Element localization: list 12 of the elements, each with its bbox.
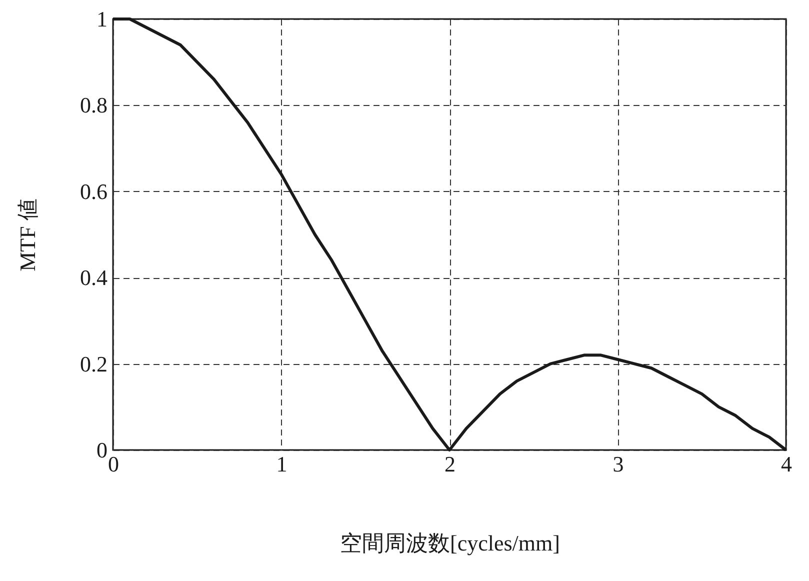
x-tick-label: 4 xyxy=(781,452,792,476)
x-tick-label: 2 xyxy=(444,452,456,476)
y-tick-label: 0.6 xyxy=(80,178,108,204)
y-tick-label: 0.4 xyxy=(80,265,108,290)
x-axis-title: 空間周波数[cycles/mm] xyxy=(340,530,560,556)
y-tick-label: 0.2 xyxy=(80,351,108,376)
x-tick-label: 3 xyxy=(612,452,624,476)
y-tick-label: 1 xyxy=(96,6,108,32)
line-series xyxy=(112,18,788,452)
y-tick-label: 0.8 xyxy=(80,92,108,118)
y-axis-title: MTF 値 xyxy=(15,198,40,272)
x-tick-label: 1 xyxy=(276,452,288,476)
